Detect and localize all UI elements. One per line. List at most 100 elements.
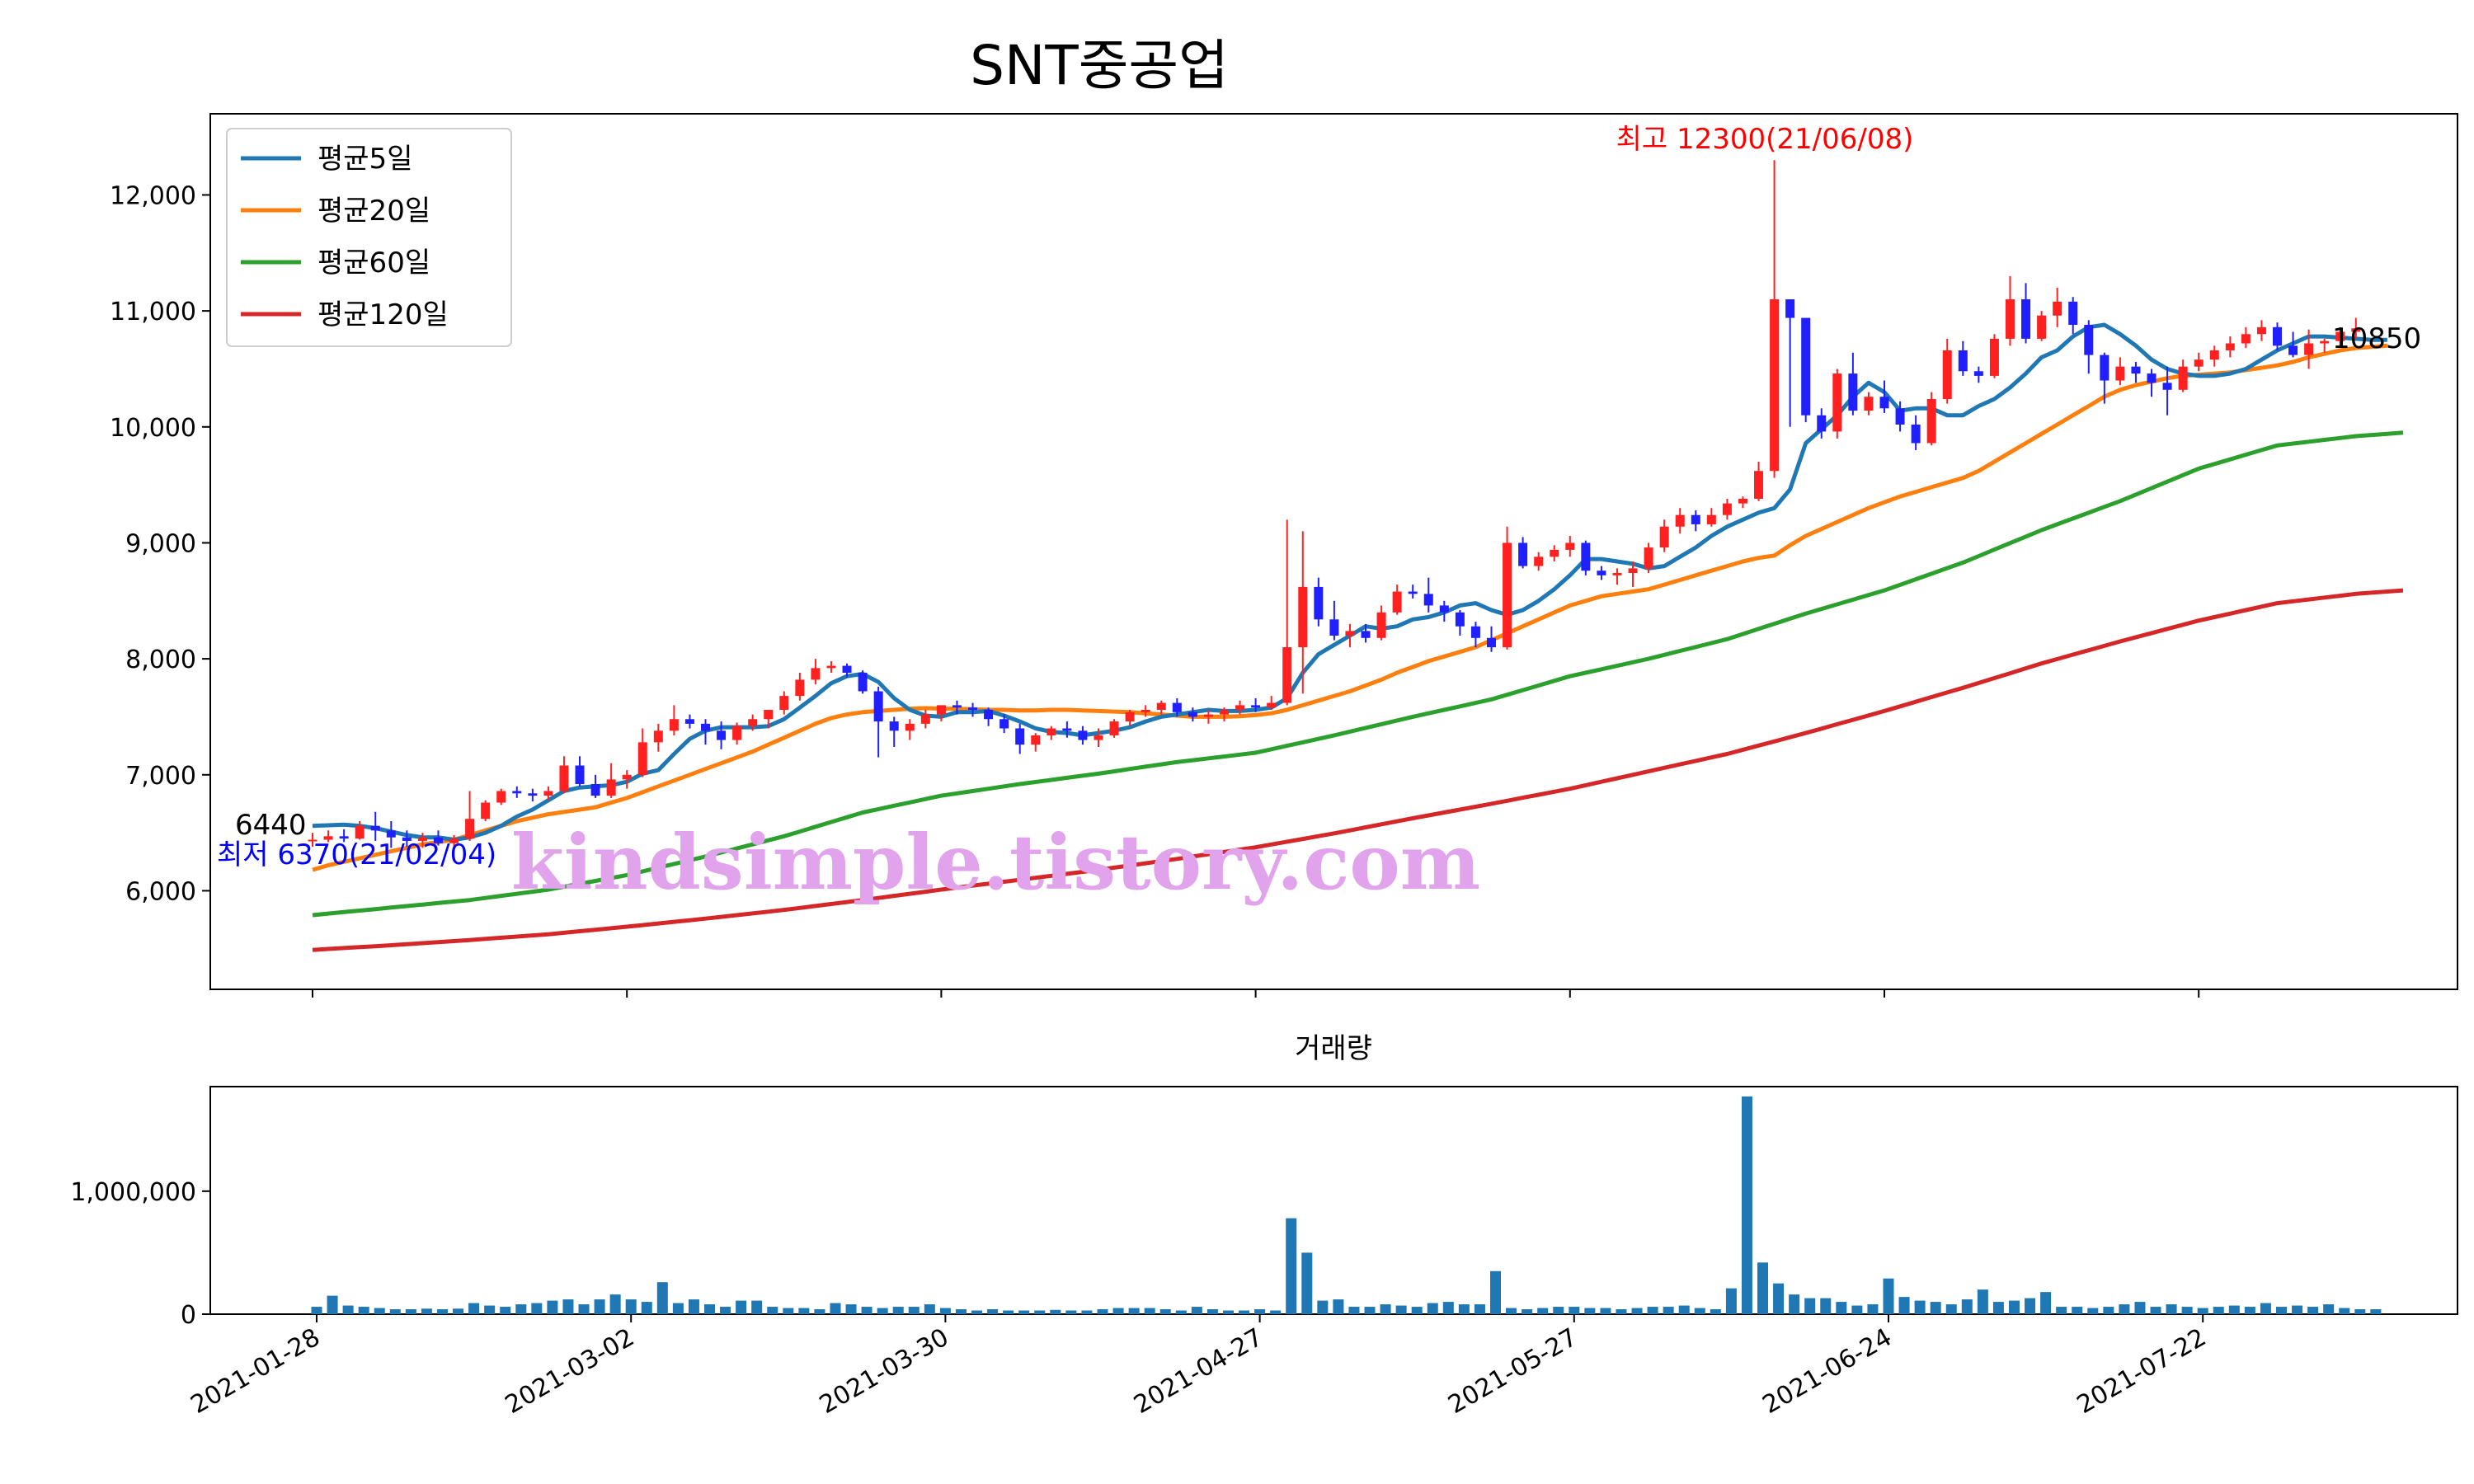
- candle-body: [1078, 730, 1088, 740]
- candle: [2288, 331, 2298, 358]
- candle: [1817, 408, 1827, 439]
- candle: [2084, 320, 2094, 374]
- candle-body: [1031, 735, 1041, 745]
- volume-bar: [1364, 1307, 1376, 1314]
- volume-bar: [1333, 1299, 1344, 1314]
- candle: [889, 716, 899, 748]
- candle-body: [1706, 514, 1716, 524]
- volume-bar: [2119, 1304, 2130, 1314]
- candle: [1612, 568, 1622, 585]
- candle-body: [2225, 343, 2235, 350]
- volume-bar: [861, 1307, 872, 1314]
- candle: [1345, 623, 1355, 648]
- candle-body: [402, 837, 412, 841]
- volume-bar: [1867, 1304, 1879, 1314]
- volume-bar: [1286, 1218, 1297, 1314]
- candle-body: [1518, 542, 1528, 566]
- volume-ytick-label: 1,000,000: [70, 1178, 196, 1207]
- volume-bar: [1395, 1305, 1407, 1314]
- candle: [2241, 326, 2251, 349]
- volume-bar: [955, 1309, 967, 1314]
- candle-body: [386, 830, 396, 838]
- candle-body: [355, 825, 365, 839]
- candle: [2335, 326, 2345, 346]
- candle: [1439, 600, 1449, 622]
- volume-bar: [798, 1308, 810, 1314]
- volume-bar: [704, 1304, 715, 1314]
- candle: [1534, 552, 1544, 571]
- candle-body: [2241, 334, 2251, 344]
- candle: [1314, 577, 1324, 627]
- volume-bar: [1411, 1307, 1423, 1314]
- first-price-label: 6440: [235, 809, 307, 842]
- volume-bar: [2197, 1308, 2208, 1314]
- volume-bar: [1018, 1310, 1030, 1314]
- candle-body: [1926, 399, 1936, 444]
- volume-bar: [1710, 1309, 1721, 1314]
- candle: [1047, 726, 1056, 740]
- candle-body: [1738, 498, 1747, 504]
- price-axes-frame: [209, 113, 2458, 990]
- candle: [732, 722, 742, 745]
- candle: [826, 660, 836, 673]
- candle-body: [764, 710, 774, 720]
- candle: [1550, 545, 1559, 561]
- volume-bar: [1804, 1298, 1816, 1314]
- candle-body: [1141, 710, 1150, 712]
- candle: [811, 659, 821, 685]
- watermark: kindsimple.tistory.com: [511, 818, 1480, 907]
- candle-body: [717, 730, 727, 740]
- candle: [1298, 531, 1308, 694]
- candle-body: [2115, 366, 2125, 381]
- candle-body: [2100, 355, 2109, 381]
- volume-bar: [1537, 1308, 1549, 1314]
- volume-bar: [1553, 1307, 1564, 1314]
- date-tick-label: 2021-04-27: [1129, 1323, 1268, 1420]
- candle: [559, 756, 569, 794]
- price-ytick-label: 8,000: [125, 646, 196, 674]
- candle-body: [433, 837, 443, 843]
- volume-bar: [609, 1294, 621, 1314]
- volume-bar: [783, 1308, 794, 1314]
- price-ytick-label: 9,000: [125, 529, 196, 558]
- candle: [528, 788, 538, 802]
- candle: [2053, 287, 2062, 327]
- candle-body: [2351, 328, 2361, 332]
- line-ma60: [312, 430, 2404, 918]
- candle: [543, 786, 553, 801]
- candle: [1879, 380, 1889, 413]
- date-tick-label: 2021-05-27: [1443, 1323, 1582, 1420]
- volume-bar: [1222, 1310, 1234, 1314]
- price-ytick-label: 7,000: [125, 762, 196, 791]
- price-ytick-label: 10,000: [110, 414, 196, 443]
- candle-body: [1848, 373, 1858, 411]
- volume-bar: [1757, 1262, 1769, 1314]
- candle-body: [653, 730, 663, 743]
- volume-bar: [1458, 1304, 1470, 1314]
- volume-bar: [1789, 1294, 1800, 1314]
- candle: [370, 811, 380, 841]
- candle: [1455, 610, 1465, 636]
- volume-bar: [877, 1308, 888, 1314]
- volume-bar: [1474, 1304, 1485, 1314]
- candle-body: [622, 774, 632, 780]
- candle: [1125, 710, 1135, 726]
- candle-body: [2053, 301, 2062, 316]
- volume-bar: [1663, 1307, 1674, 1314]
- candle: [764, 710, 774, 729]
- volume-bar: [2276, 1307, 2287, 1314]
- candle-body: [936, 705, 946, 715]
- candle: [2021, 283, 2031, 344]
- candle-body: [1314, 586, 1324, 620]
- candle-body: [1298, 586, 1308, 648]
- volume-bar: [2323, 1304, 2335, 1314]
- candle-body: [1392, 591, 1402, 613]
- volume-bar: [2134, 1302, 2146, 1314]
- volume-bar: [1317, 1300, 1329, 1314]
- candle: [1470, 622, 1480, 648]
- candle-body: [1047, 728, 1056, 735]
- volume-bar: [939, 1308, 951, 1314]
- volume-bar: [2260, 1303, 2271, 1314]
- candle-body: [308, 839, 317, 842]
- candle: [669, 705, 679, 735]
